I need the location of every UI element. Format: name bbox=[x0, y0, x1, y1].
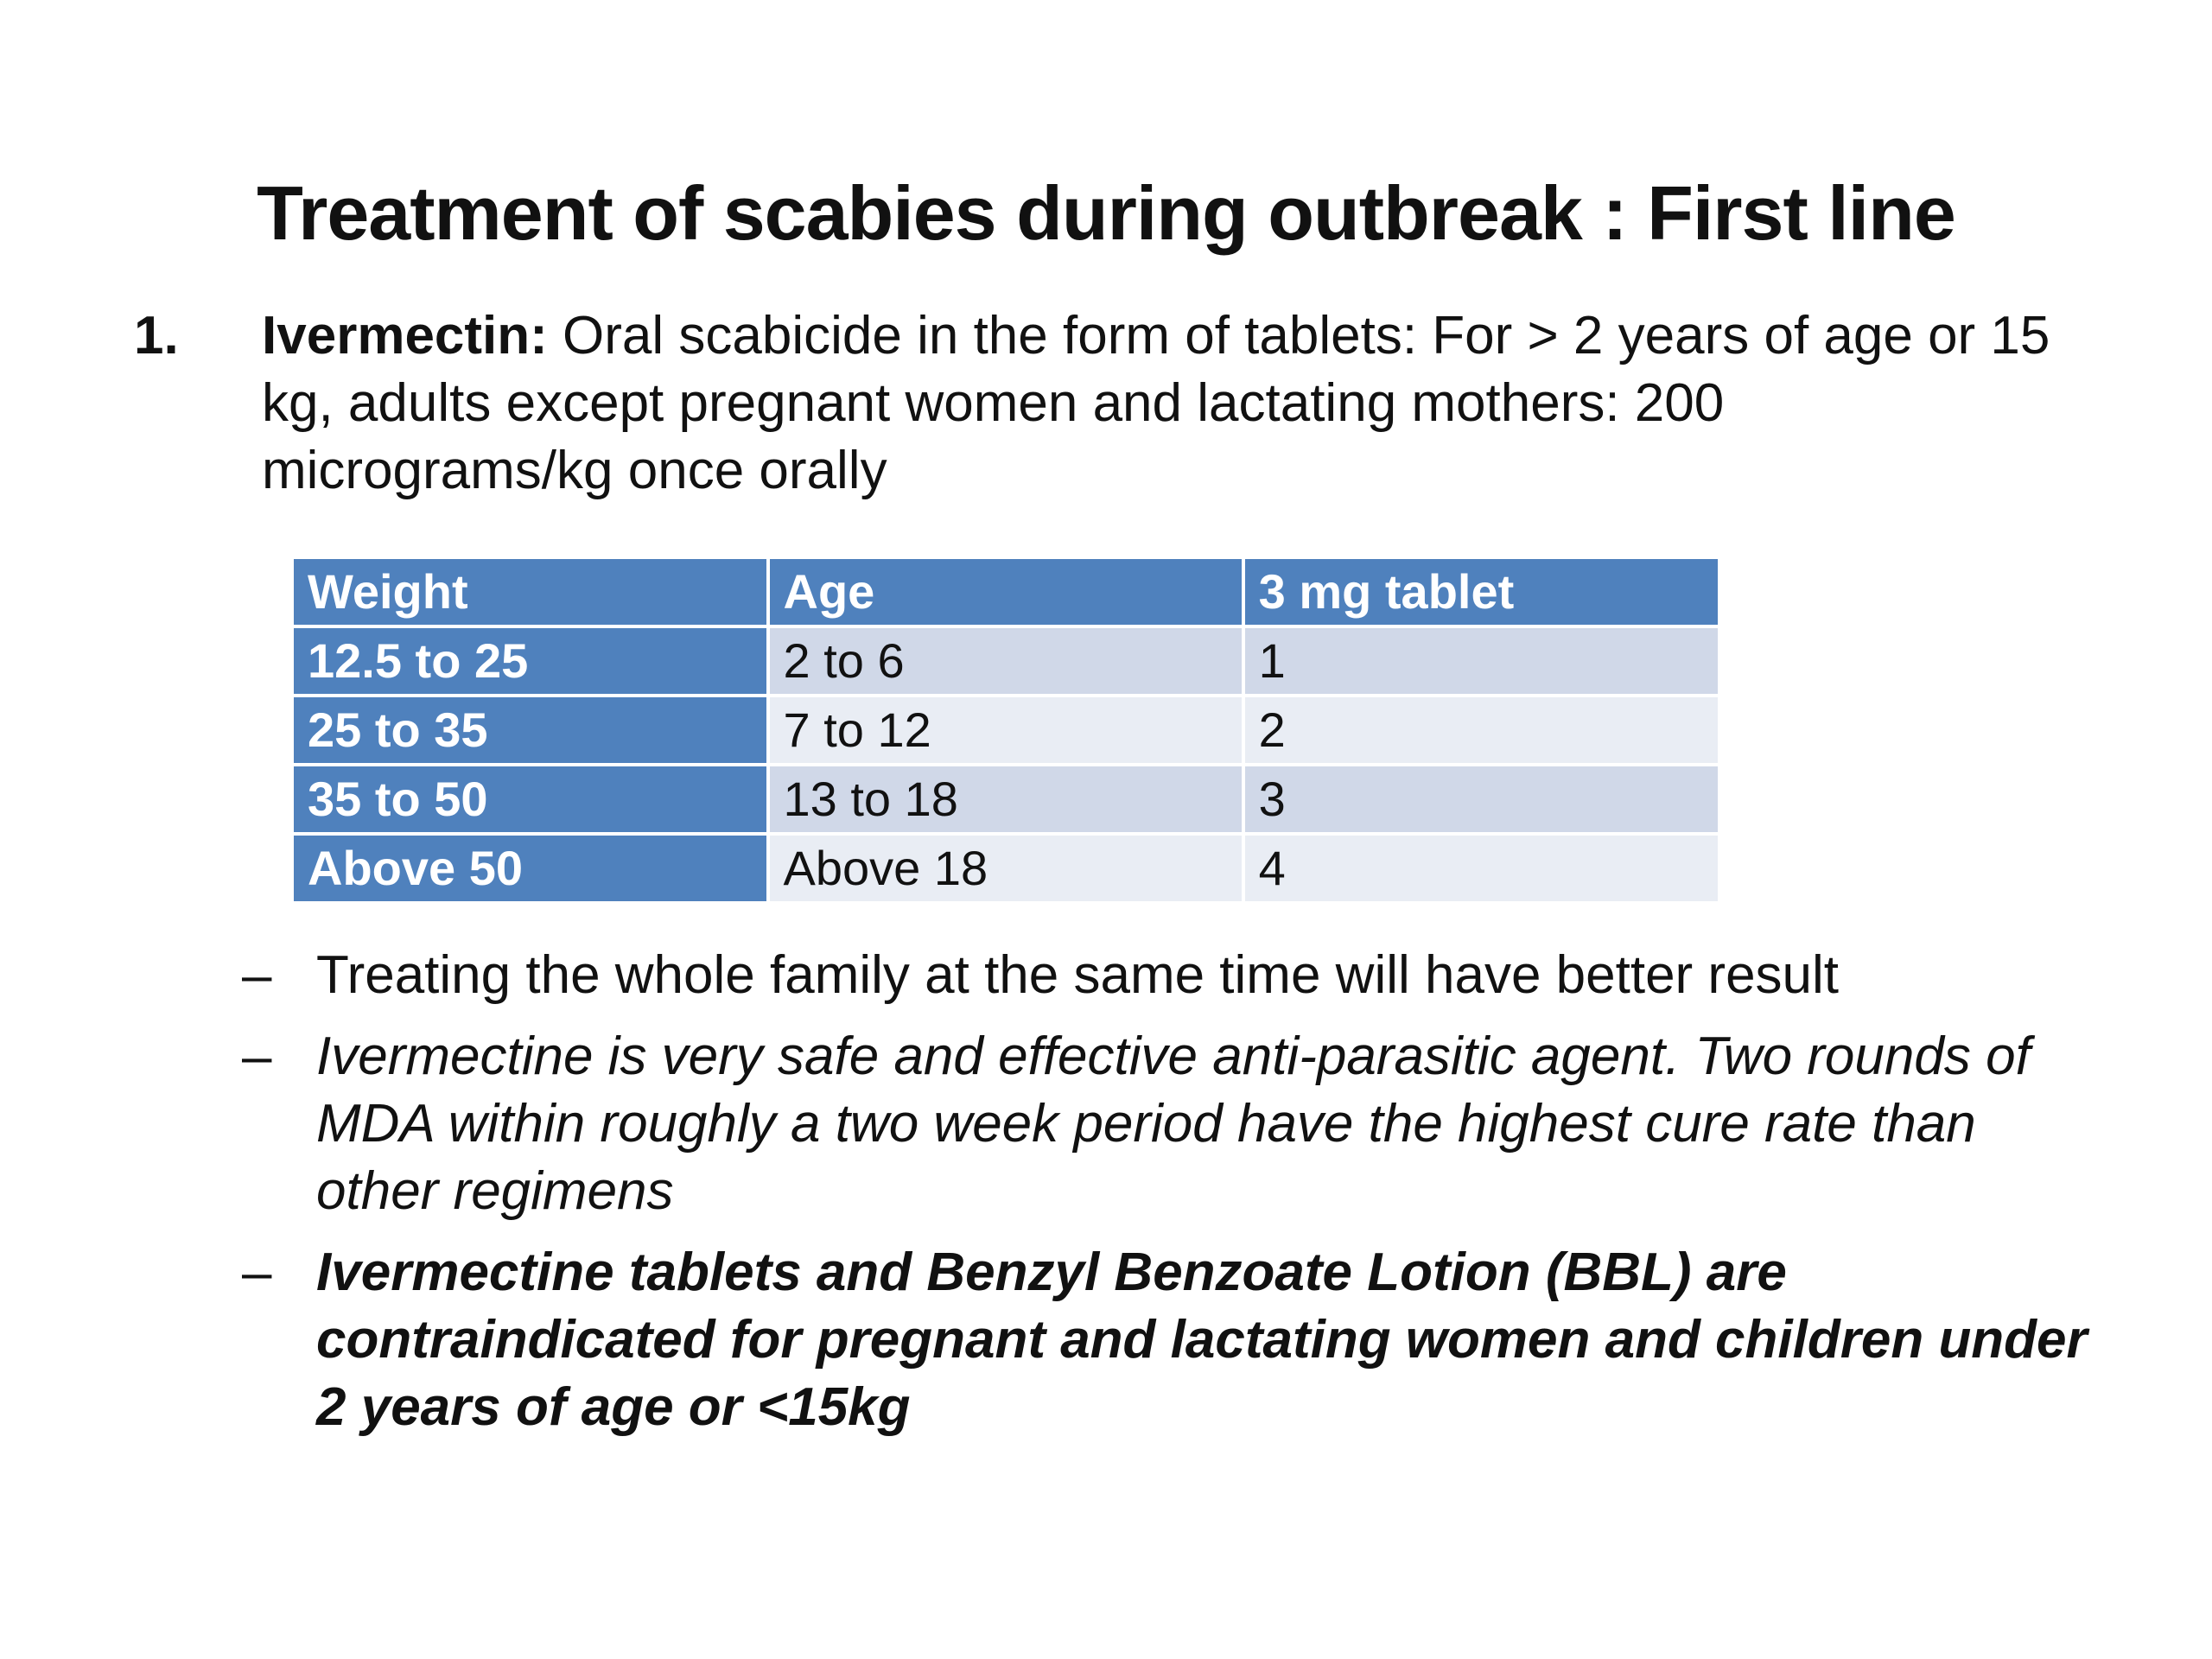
bullet-text: Treating the whole family at the same ti… bbox=[316, 945, 1840, 1005]
header-age: Age bbox=[769, 559, 1242, 625]
sub-bullet-safety: – Ivermectine is very safe and effective… bbox=[242, 1023, 2091, 1225]
sub-bullet-family: – Treating the whole family at the same … bbox=[242, 942, 2091, 1009]
dash-marker: – bbox=[242, 945, 272, 1005]
table-row: 12.5 to 25 2 to 6 1 bbox=[294, 628, 1718, 694]
dash-marker: – bbox=[242, 1243, 272, 1302]
cell-tablets: 2 bbox=[1244, 697, 1718, 763]
dash-marker: – bbox=[242, 1027, 272, 1086]
list-item-body: Ivermectin: Oral scabicide in the form o… bbox=[262, 302, 2085, 505]
sub-bullet-list: – Treating the whole family at the same … bbox=[242, 942, 2091, 1455]
bullet-text: Ivermectine tablets and Benzyl Benzoate … bbox=[316, 1243, 2088, 1437]
table-row: Above 50 Above 18 4 bbox=[294, 836, 1718, 901]
cell-age: 7 to 12 bbox=[769, 697, 1242, 763]
table-header-row: Weight Age 3 mg tablet bbox=[294, 559, 1718, 625]
cell-weight: 12.5 to 25 bbox=[294, 628, 766, 694]
cell-tablets: 3 bbox=[1244, 766, 1718, 832]
drug-description: Oral scabicide in the form of tablets: F… bbox=[262, 306, 2050, 500]
cell-age: 2 to 6 bbox=[769, 628, 1242, 694]
cell-age: 13 to 18 bbox=[769, 766, 1242, 832]
bullet-text: Ivermectine is very safe and effective a… bbox=[316, 1027, 2031, 1221]
header-weight: Weight bbox=[294, 559, 766, 625]
sub-bullet-contraindication: – Ivermectine tablets and Benzyl Benzoat… bbox=[242, 1239, 2091, 1441]
table-row: 25 to 35 7 to 12 2 bbox=[294, 697, 1718, 763]
slide-title: Treatment of scabies during outbreak : F… bbox=[257, 170, 1956, 256]
cell-tablets: 1 bbox=[1244, 628, 1718, 694]
cell-weight: 25 to 35 bbox=[294, 697, 766, 763]
cell-weight: Above 50 bbox=[294, 836, 766, 901]
drug-name: Ivermectin: bbox=[262, 306, 548, 365]
header-tablet: 3 mg tablet bbox=[1244, 559, 1718, 625]
cell-age: Above 18 bbox=[769, 836, 1242, 901]
table-row: 35 to 50 13 to 18 3 bbox=[294, 766, 1718, 832]
list-number: 1. bbox=[134, 306, 179, 365]
dosage-table: Weight Age 3 mg tablet 12.5 to 25 2 to 6… bbox=[290, 556, 1721, 905]
cell-tablets: 4 bbox=[1244, 836, 1718, 901]
cell-weight: 35 to 50 bbox=[294, 766, 766, 832]
